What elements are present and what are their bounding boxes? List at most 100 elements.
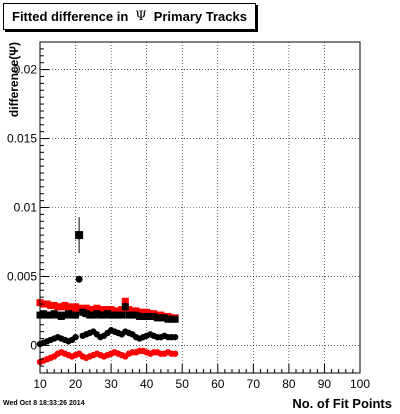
title-prefix: Fitted difference in bbox=[12, 9, 129, 24]
data-point bbox=[43, 311, 51, 319]
data-point bbox=[64, 303, 72, 311]
data-point bbox=[136, 308, 144, 316]
x-tick-label: 30 bbox=[104, 377, 118, 391]
x-tick-label: 100 bbox=[350, 377, 370, 391]
data-point bbox=[171, 350, 179, 357]
data-point bbox=[111, 307, 119, 315]
data-point bbox=[72, 311, 80, 319]
data-point bbox=[43, 300, 51, 308]
data-point bbox=[82, 310, 90, 318]
y-tick-label: 0.02 bbox=[14, 63, 38, 77]
data-point bbox=[125, 306, 133, 314]
chart-title: Fitted difference in Ψ Primary Tracks bbox=[3, 3, 256, 30]
x-tick-label: 50 bbox=[176, 377, 190, 391]
data-point bbox=[128, 307, 136, 315]
data-point bbox=[136, 312, 144, 320]
data-point bbox=[128, 311, 136, 319]
data-point bbox=[64, 310, 72, 318]
x-tick-labels: 10 20 30 40 50 60 70 80 90 100 bbox=[33, 377, 370, 391]
data-point bbox=[164, 315, 172, 323]
x-axis-label: No. of Fit Points bbox=[292, 396, 392, 411]
x-tick-label: 10 bbox=[33, 377, 47, 391]
data-point bbox=[86, 311, 94, 319]
data-point bbox=[93, 304, 101, 312]
data-point bbox=[146, 312, 154, 320]
data-point bbox=[82, 304, 90, 312]
y-tick-label: 0 bbox=[30, 338, 37, 352]
data-point bbox=[132, 311, 140, 319]
title-psi-symbol: Ψ bbox=[135, 9, 147, 24]
data-point bbox=[132, 307, 140, 315]
data-point bbox=[61, 301, 69, 309]
data-point bbox=[107, 311, 115, 319]
data-point bbox=[168, 315, 176, 323]
data-point bbox=[50, 310, 58, 318]
data-point bbox=[72, 303, 80, 311]
data-point bbox=[111, 311, 119, 319]
data-point bbox=[139, 312, 147, 320]
x-tick-label: 90 bbox=[318, 377, 332, 391]
data-point bbox=[171, 333, 179, 341]
data-point bbox=[96, 311, 104, 319]
data-point bbox=[96, 306, 104, 314]
y-tick-label: 0.01 bbox=[14, 201, 38, 215]
data-point bbox=[68, 304, 76, 312]
series-1 bbox=[36, 217, 179, 323]
data-point bbox=[114, 311, 122, 319]
data-point bbox=[68, 311, 76, 319]
data-point bbox=[72, 333, 79, 341]
data-point bbox=[139, 308, 147, 316]
x-tick-label: 60 bbox=[211, 377, 225, 391]
data-point bbox=[100, 307, 108, 315]
data-point bbox=[125, 311, 133, 319]
data-point bbox=[143, 308, 151, 316]
y-tick-labels: 0 0.005 0.01 0.015 0.02 bbox=[7, 63, 37, 353]
y-tick-label: 0.015 bbox=[7, 132, 37, 146]
data-point bbox=[107, 306, 115, 314]
y-tick-label: 0.005 bbox=[7, 269, 37, 283]
data-point bbox=[157, 314, 165, 322]
data-point bbox=[54, 303, 62, 311]
timestamp: Wed Oct 8 18:33:26 2014 bbox=[3, 400, 85, 407]
data-point bbox=[171, 315, 179, 323]
data-point bbox=[118, 311, 126, 319]
data-point bbox=[114, 307, 122, 315]
y-axis-label: difference(Ψ) bbox=[7, 42, 21, 117]
data-point bbox=[54, 311, 62, 319]
x-tick-label: 20 bbox=[69, 377, 83, 391]
data-point bbox=[89, 306, 97, 314]
data-point bbox=[121, 297, 129, 305]
series-2 bbox=[36, 275, 179, 348]
data-point bbox=[57, 312, 65, 320]
data-point bbox=[121, 303, 129, 311]
x-tick-label: 70 bbox=[247, 377, 261, 391]
data-point bbox=[89, 311, 97, 319]
axis-ticks bbox=[39, 41, 361, 374]
x-tick-label: 80 bbox=[282, 377, 296, 391]
data-point bbox=[150, 312, 158, 320]
data-point bbox=[79, 308, 87, 316]
data-point bbox=[47, 311, 55, 319]
data-point bbox=[93, 310, 101, 318]
data-marks bbox=[36, 217, 179, 366]
data-point bbox=[100, 311, 108, 319]
data-point bbox=[118, 306, 126, 314]
title-suffix: Primary Tracks bbox=[153, 9, 247, 24]
series-3 bbox=[36, 347, 179, 366]
data-point bbox=[86, 306, 94, 314]
data-point bbox=[57, 303, 65, 311]
data-point bbox=[50, 301, 58, 309]
data-point bbox=[160, 314, 168, 322]
data-point bbox=[75, 275, 83, 283]
data-point bbox=[153, 314, 161, 322]
x-tick-label: 40 bbox=[140, 377, 154, 391]
data-point bbox=[75, 304, 83, 312]
data-point bbox=[75, 231, 84, 240]
data-point bbox=[61, 311, 69, 319]
data-point bbox=[104, 310, 112, 318]
grid bbox=[40, 42, 360, 373]
data-point bbox=[40, 310, 48, 318]
data-point bbox=[143, 312, 151, 320]
data-point bbox=[104, 306, 112, 314]
